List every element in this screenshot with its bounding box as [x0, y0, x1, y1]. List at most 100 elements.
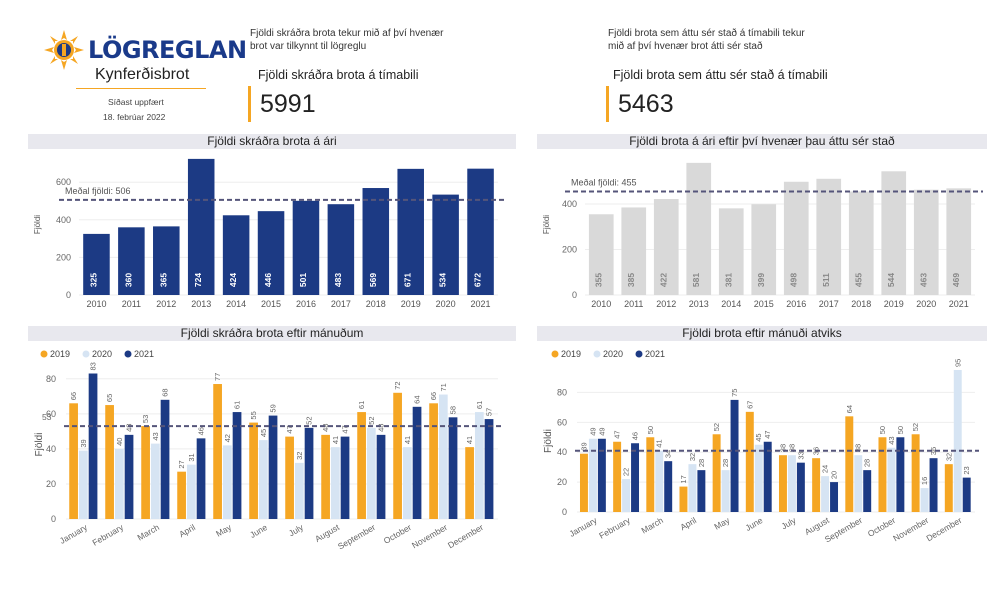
bar [83, 233, 110, 295]
bar-value-label: 67 [745, 401, 754, 409]
bar [962, 477, 971, 512]
bar [222, 445, 232, 519]
x-tick-label: October [382, 522, 413, 546]
bar-value-label: 65 [105, 394, 114, 402]
x-tick-label: 2019 [884, 299, 904, 309]
bar [285, 436, 294, 519]
bar-value-label: 671 [403, 273, 413, 287]
bar [177, 471, 186, 519]
bar-value-label: 64 [413, 395, 422, 403]
bar [114, 448, 124, 519]
bar-value-label: 31 [187, 453, 196, 461]
bar-value-label: 469 [951, 273, 961, 287]
bar [376, 434, 386, 519]
y-axis-title: Fjöldi [34, 433, 45, 457]
logo-text: LÖGREGLAN [88, 36, 247, 64]
bar-value-label: 48 [321, 424, 330, 432]
bar [412, 406, 422, 519]
x-tick-label: 2013 [689, 299, 709, 309]
bar-value-label: 581 [691, 273, 701, 287]
bar-value-label: 385 [626, 273, 636, 287]
bar-value-label: 50 [646, 426, 655, 434]
bar [579, 453, 588, 512]
x-tick-label: 2018 [366, 299, 386, 309]
bar-value-label: 23 [962, 466, 971, 474]
chart1-title: Fjöldi skráðra brota á ári [28, 134, 516, 149]
y-tick-label: 200 [56, 252, 71, 262]
bar [686, 162, 712, 295]
legend-marker [40, 350, 48, 358]
bar-value-label: 381 [723, 273, 733, 287]
bar-value-label: 66 [69, 392, 78, 400]
bar-value-label: 28 [721, 459, 730, 467]
bar [366, 427, 376, 519]
x-tick-label: 2012 [656, 299, 676, 309]
x-tick-label: December [446, 522, 485, 550]
bar-value-label: 68 [161, 388, 170, 396]
bar [812, 458, 821, 512]
x-tick-label: April [678, 515, 698, 532]
chart2-title: Fjöldi brota á ári eftir því hvenær þau … [537, 134, 987, 149]
bar-value-label: 355 [593, 273, 603, 287]
bar [257, 211, 285, 295]
x-tick-label: March [639, 515, 665, 536]
bar-value-label: 45 [259, 429, 268, 437]
x-tick-label: November [891, 515, 930, 543]
bar-value-label: 544 [886, 273, 896, 287]
bar-value-label: 46 [631, 432, 640, 440]
bar-value-label: 399 [756, 273, 766, 287]
x-tick-label: 2016 [786, 299, 806, 309]
x-tick-label: 2016 [296, 299, 316, 309]
bar [187, 158, 215, 295]
bar-value-label: 61 [233, 401, 242, 409]
bar [258, 440, 268, 519]
bar-value-label: 75 [730, 389, 739, 397]
bar-value-label: 48 [125, 424, 134, 432]
bar [321, 434, 330, 519]
bar-value-label: 49 [597, 427, 606, 435]
bar [754, 444, 763, 512]
kpi-left-accent [248, 86, 251, 122]
bar-value-label: 53 [141, 415, 150, 423]
bar [69, 403, 78, 519]
x-tick-label: 2019 [401, 299, 421, 309]
x-tick-label: September [823, 515, 864, 545]
bar-value-label: 41 [465, 436, 474, 444]
bar-value-label: 61 [357, 401, 366, 409]
legend-label: 2019 [561, 349, 581, 359]
x-tick-label: July [287, 522, 306, 539]
kpi-left-label: Fjöldi skráðra brota á tímabili [258, 68, 419, 82]
bar [362, 188, 390, 295]
bar [438, 394, 448, 519]
bar-value-label: 422 [658, 273, 668, 287]
x-tick-label: January [58, 522, 90, 546]
legend-marker [82, 350, 90, 358]
bar [88, 373, 98, 519]
bar-value-label: 27 [177, 460, 186, 468]
bar [778, 455, 787, 512]
bar [105, 405, 114, 519]
bar [294, 462, 304, 519]
y-tick-label: 200 [562, 245, 577, 255]
x-tick-label: 2015 [261, 299, 281, 309]
x-tick-label: August [313, 522, 341, 544]
x-tick-label: 2017 [819, 299, 839, 309]
bar-value-label: 57 [485, 408, 494, 416]
bar-value-label: 39 [579, 442, 588, 450]
legend-label: 2021 [134, 349, 154, 359]
bar [816, 178, 842, 295]
bar-value-label: 42 [223, 434, 232, 442]
y-tick-label: 60 [557, 417, 567, 427]
y-tick-label: 20 [557, 477, 567, 487]
bar [721, 470, 730, 512]
bar-value-label: 48 [377, 424, 386, 432]
updated-label: Síðast uppfært [108, 97, 164, 107]
bar-value-label: 38 [778, 444, 787, 452]
bar [821, 476, 830, 512]
bar-value-label: 28 [697, 459, 706, 467]
x-tick-label: 2011 [122, 299, 141, 309]
bar-value-label: 569 [368, 273, 378, 287]
bar-value-label: 52 [367, 417, 376, 425]
y-tick-label: 0 [66, 290, 71, 300]
